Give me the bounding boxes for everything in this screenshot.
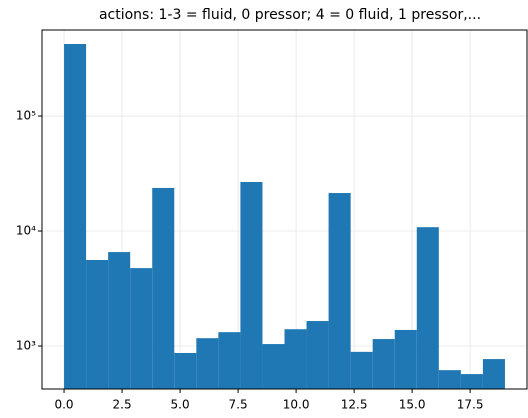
y-tick-label: 10³ [16, 339, 36, 353]
bar [306, 321, 329, 389]
x-tick-label: 12.5 [341, 398, 368, 412]
bar [196, 338, 219, 389]
x-tick-label: 0.0 [54, 398, 73, 412]
y-tick-label: 10⁵ [16, 109, 36, 123]
bar [218, 332, 241, 389]
x-tick-label: 5.0 [171, 398, 190, 412]
bar [240, 181, 263, 389]
x-tick-label: 15.0 [399, 398, 426, 412]
x-tick-label: 10.0 [283, 398, 310, 412]
bar [152, 187, 175, 389]
bar [174, 352, 197, 389]
bar [86, 259, 109, 389]
bar [460, 374, 483, 389]
bar [262, 344, 285, 389]
plot-frame [41, 29, 528, 390]
y-tick-label: 10⁴ [16, 224, 36, 238]
bar [130, 268, 153, 389]
bar [372, 339, 395, 389]
bar [438, 370, 461, 389]
bar [328, 193, 351, 389]
x-tick-label: 7.5 [229, 398, 248, 412]
bar [64, 44, 87, 389]
x-tick-label: 17.5 [457, 398, 484, 412]
bar [394, 329, 417, 389]
bar [108, 252, 131, 389]
bar [482, 359, 505, 389]
x-tick-label: 2.5 [113, 398, 132, 412]
bar [350, 351, 373, 389]
chart-title: actions: 1-3 = fluid, 0 pressor; 4 = 0 f… [99, 7, 481, 23]
bar [284, 329, 307, 389]
bar [416, 227, 439, 389]
